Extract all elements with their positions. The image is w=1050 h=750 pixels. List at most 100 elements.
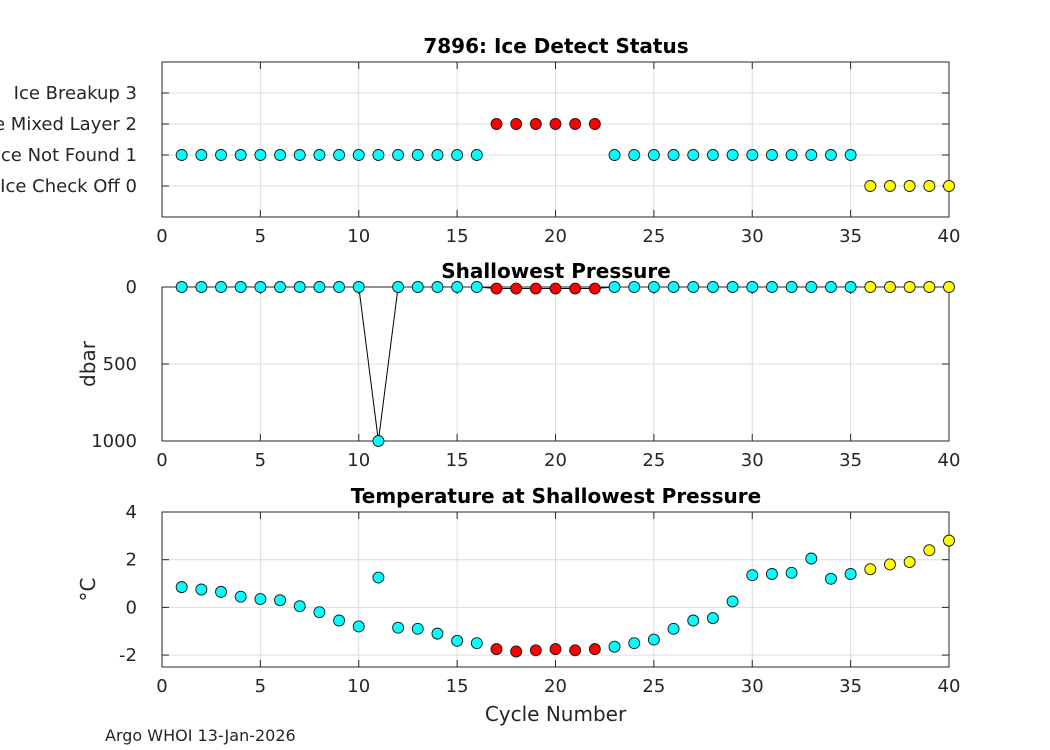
- panel-1-point-ice-check-off: [864, 180, 877, 192]
- panel-1-x-tick-label: 10: [347, 226, 370, 247]
- panel-2-point-ice-check-off: [943, 281, 955, 293]
- panel-2-point-ice-not-found: [706, 281, 719, 293]
- panel-1-point-ice-not-found: [628, 149, 641, 161]
- panel-3-point-ice-check-off: [864, 563, 877, 576]
- panel-3-point-ice-not-found: [844, 568, 857, 580]
- panel-2-y-axis-label: dbar: [76, 340, 100, 387]
- panel-3-point-ice-not-found: [431, 627, 444, 640]
- panel-2-point-ice-mixed-layer: [510, 282, 523, 295]
- panel-2-point-ice-not-found: [647, 281, 660, 293]
- panel-2-point-ice-not-found: [628, 281, 641, 293]
- panel-1-point-ice-mixed-layer: [549, 118, 562, 130]
- panel-3-point-ice-not-found: [293, 600, 306, 613]
- panel-1-x-tick-label: 30: [741, 226, 764, 247]
- panel-2-point-ice-not-found: [293, 281, 306, 293]
- panel-3-point-ice-check-off: [943, 534, 955, 547]
- panel-3-point-ice-not-found: [667, 622, 680, 635]
- panel-1-point-ice-not-found: [765, 149, 778, 161]
- panel-3-point-ice-not-found: [333, 614, 346, 627]
- panel-3-point-ice-mixed-layer: [588, 643, 601, 656]
- panel-1-point-ice-not-found: [175, 149, 188, 161]
- panel-3-point-ice-not-found: [706, 612, 719, 625]
- panel-3-point-ice-mixed-layer: [490, 643, 503, 656]
- panel-3-x-tick-label: 5: [255, 676, 266, 697]
- panel-1-point-ice-not-found: [726, 149, 739, 161]
- panel-2-x-tick-label: 25: [642, 450, 665, 471]
- footer-credit: Argo WHOI 13-Jan-2026: [105, 726, 296, 745]
- panel-1-point-ice-check-off: [943, 180, 955, 192]
- panel-2-point-ice-mixed-layer: [529, 282, 542, 295]
- panel-3-point-ice-not-found: [628, 637, 641, 650]
- panel-3-point-ice-mixed-layer: [529, 644, 542, 657]
- panel-3-point-ice-check-off: [903, 556, 916, 569]
- panel-1-point-ice-not-found: [352, 149, 365, 161]
- panel-1-x-tick-label: 25: [642, 226, 665, 247]
- panel-1-point-ice-not-found: [254, 149, 267, 161]
- panel-3-point-ice-not-found: [687, 614, 700, 627]
- panel-2-point-ice-not-found: [805, 281, 818, 293]
- panel-3-point-ice-not-found: [647, 633, 660, 646]
- panel-2-point-ice-mixed-layer: [588, 282, 601, 295]
- panel-1-point-ice-not-found: [470, 149, 483, 161]
- panel-2-point-ice-not-found: [372, 435, 385, 447]
- panel-1-point-ice-not-found: [805, 149, 818, 161]
- panel-2-point-ice-not-found: [687, 281, 700, 293]
- panel-1-point-ice-not-found: [411, 149, 424, 161]
- panel-2-point-ice-not-found: [765, 281, 778, 293]
- panel-1-point-ice-mixed-layer: [588, 118, 601, 130]
- panel-3-y-axis-label: °C: [76, 578, 100, 602]
- panel-3-x-tick-label: 30: [741, 676, 764, 697]
- panel-1-x-tick-label: 5: [255, 226, 266, 247]
- panel-1-point-ice-not-found: [195, 149, 208, 161]
- panel-1-point-ice-not-found: [706, 149, 719, 161]
- panel-2-x-tick-label: 15: [446, 450, 469, 471]
- panel-1-title: 7896: Ice Detect Status: [423, 34, 688, 58]
- panel-3-point-ice-mixed-layer: [510, 645, 523, 658]
- panel-3-x-tick-label: 25: [642, 676, 665, 697]
- panel-2-point-ice-not-found: [431, 281, 444, 293]
- panel-3-point-ice-not-found: [470, 637, 483, 650]
- panel-3-x-tick-label: 0: [156, 676, 167, 697]
- panel-2-y-tick-label: 500: [103, 354, 137, 375]
- panel-1-point-ice-not-found: [372, 149, 385, 161]
- panel-2-point-ice-not-found: [726, 281, 739, 293]
- panel-1-point-ice-not-found: [293, 149, 306, 161]
- panel-3-point-ice-check-off: [884, 558, 896, 571]
- panel-2-point-ice-not-found: [274, 281, 286, 293]
- panel-2-title: Shallowest Pressure: [441, 259, 671, 283]
- panel-2-x-tick-label: 10: [347, 450, 370, 471]
- panel-1-y-tick-label: Ice Breakup 3: [14, 83, 137, 104]
- panel-2-point-ice-check-off: [903, 281, 916, 293]
- panel-2-point-ice-not-found: [825, 281, 837, 293]
- panel-1-point-ice-mixed-layer: [510, 118, 523, 130]
- panel-3-point-ice-not-found: [195, 583, 208, 596]
- panel-3-x-tick-label: 40: [938, 676, 961, 697]
- panel-3-x-tick-label: 35: [839, 676, 862, 697]
- panel-2-x-tick-label: 40: [938, 450, 961, 471]
- panel-1-y-tick-label: Ice Check Off 0: [0, 176, 137, 197]
- panel-3-point-ice-mixed-layer: [549, 643, 562, 656]
- panel-1-point-ice-not-found: [234, 149, 247, 161]
- panel-2-point-ice-check-off: [864, 281, 877, 293]
- panel-3-point-ice-not-found: [451, 634, 464, 647]
- panel-1-point-ice-not-found: [746, 149, 759, 161]
- panel-3-point-ice-not-found: [411, 622, 424, 635]
- panel-2-point-ice-not-found: [352, 281, 365, 293]
- panel-2-point-ice-not-found: [195, 281, 208, 293]
- panel-3-x-axis-label: Cycle Number: [485, 702, 627, 726]
- panel-3-point-ice-not-found: [175, 581, 188, 594]
- panel-1-point-ice-not-found: [785, 149, 798, 161]
- panel-3-point-ice-not-found: [215, 585, 227, 598]
- panel-2-x-tick-label: 5: [255, 450, 266, 471]
- panel-2-point-ice-not-found: [746, 281, 759, 293]
- panel-1-point-ice-mixed-layer: [569, 118, 582, 130]
- panel-1-x-tick-label: 40: [938, 226, 961, 247]
- panel-1-y-tick-label: Ice Not Found 1: [0, 145, 137, 166]
- panel-1-point-ice-not-found: [215, 149, 227, 161]
- panel-2-point-ice-mixed-layer: [549, 282, 562, 295]
- panel-2-point-ice-not-found: [470, 281, 483, 293]
- panel-3-point-ice-not-found: [254, 593, 267, 605]
- panel-2-point-ice-not-found: [313, 281, 326, 293]
- panel-3-y-tick-label: 0: [126, 597, 137, 618]
